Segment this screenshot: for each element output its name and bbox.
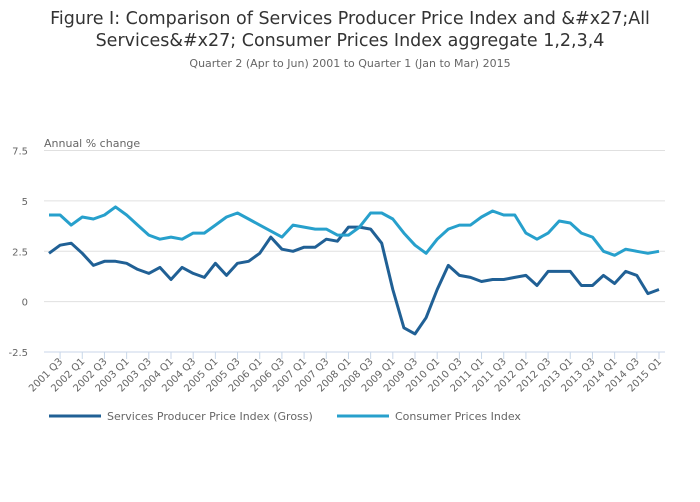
y-tick-label: 0 bbox=[22, 298, 28, 309]
y-axis-label: Annual % change bbox=[44, 137, 140, 150]
chart-subtitle: Quarter 2 (Apr to Jun) 2001 to Quarter 1… bbox=[189, 57, 511, 70]
y-tick-label: 7.5 bbox=[12, 147, 28, 158]
y-tick-label: 2.5 bbox=[12, 247, 28, 258]
y-tick-label: -2.5 bbox=[8, 348, 28, 359]
legend-label: Consumer Prices Index bbox=[395, 410, 521, 423]
chart-title: Figure I: Comparison of Services Produce… bbox=[50, 9, 650, 51]
legend-label: Services Producer Price Index (Gross) bbox=[107, 410, 313, 423]
series-line-cpi bbox=[49, 205, 660, 257]
series-line-sppi bbox=[48, 225, 660, 336]
y-tick-label: 5 bbox=[22, 197, 28, 208]
